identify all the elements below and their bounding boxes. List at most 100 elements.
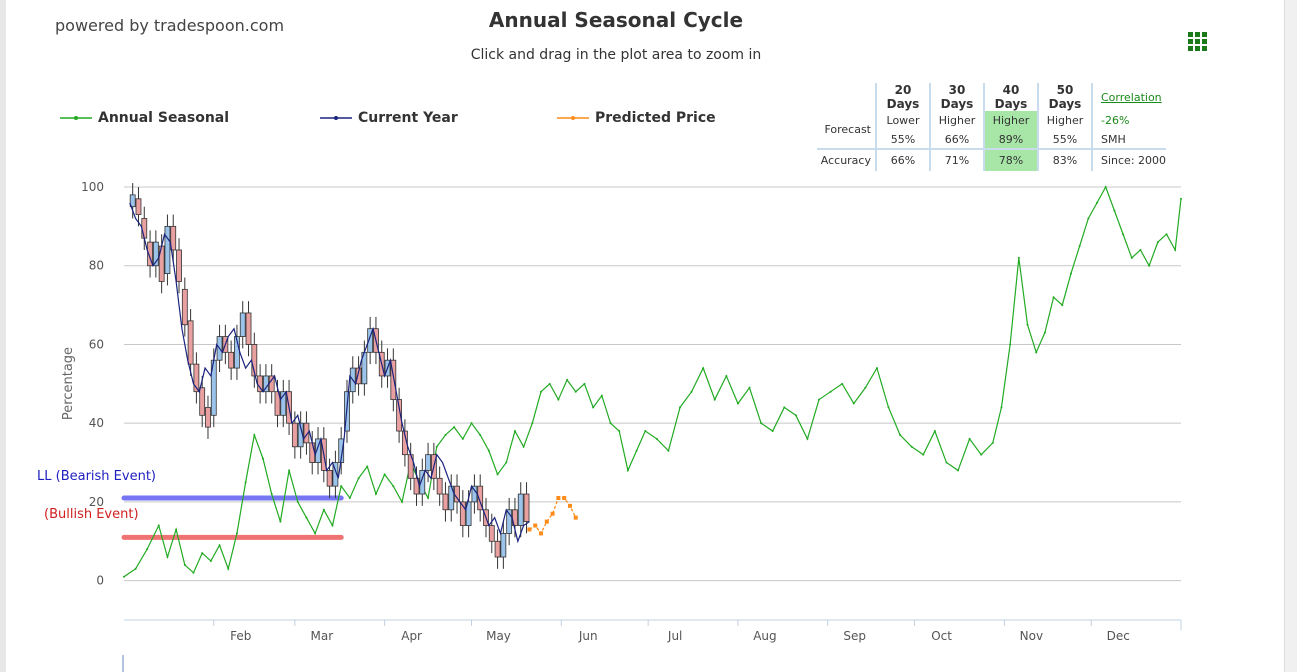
candle-body [129, 194, 136, 208]
legend-predicted-label: Predicted Price [595, 110, 716, 126]
annual-seasonal-point [1122, 233, 1125, 236]
annual-seasonal-point [748, 386, 751, 389]
legend-current-line-icon [320, 116, 352, 120]
candle-body [367, 328, 374, 353]
annual-seasonal-point [522, 445, 525, 448]
predicted-price-point [550, 511, 555, 516]
y-tick-label: 60 [89, 337, 104, 351]
annual-seasonal-point [635, 449, 638, 452]
forecast-header-40: 40 Days [983, 83, 1038, 111]
candle-body [488, 525, 495, 542]
annual-seasonal-point [366, 465, 369, 468]
annual-seasonal-point [968, 437, 971, 440]
candle-body [274, 391, 281, 416]
x-tick-label: Sep [843, 629, 866, 643]
candle-body [147, 241, 153, 267]
annual-seasonal-point [392, 485, 395, 488]
correlation-link[interactable]: Correlation [1101, 90, 1162, 104]
annual-seasonal-point [322, 508, 325, 511]
annual-seasonal-point [1139, 248, 1142, 251]
annual-seasonal-point [279, 520, 282, 523]
menu-grid-icon[interactable] [1188, 32, 1208, 52]
legend-annual-label: Annual Seasonal [98, 110, 230, 126]
correlation-value: -26% [1101, 114, 1130, 127]
annual-seasonal-point [760, 422, 763, 425]
forecast-dir-30: Higher [929, 111, 984, 130]
annual-seasonal-point [540, 390, 543, 393]
candle-body [176, 249, 182, 282]
candle-body [326, 470, 333, 487]
annual-seasonal-point [1148, 264, 1151, 267]
x-tick-label: Feb [230, 629, 251, 643]
annual-seasonal-point [461, 437, 464, 440]
bearish-event-label: LL (Bearish Event) [37, 469, 156, 484]
forecast-dir-20: Lower [875, 111, 930, 130]
annual-seasonal-point [1000, 406, 1003, 409]
candle-body [506, 509, 513, 534]
x-tick-label: Apr [401, 629, 422, 643]
candle-body [228, 351, 235, 369]
forecast-dir-40: Higher [983, 111, 1038, 130]
annual-seasonal-point [783, 406, 786, 409]
y-axis-label: Percentage [61, 347, 76, 420]
legend-annual-seasonal[interactable]: Annual Seasonal [60, 110, 229, 126]
chart-subtitle: Click and drag in the plot area to zoom … [470, 47, 762, 63]
annual-seasonal-point [600, 394, 603, 397]
annual-seasonal-point [505, 461, 508, 464]
candle-body [315, 438, 321, 463]
left-frame-border [0, 0, 6, 672]
annual-seasonal-point [899, 433, 902, 436]
annual-seasonal-point [1180, 197, 1182, 200]
annual-seasonal-point [945, 461, 948, 464]
annual-seasonal-point [667, 449, 670, 452]
symbol-label: SMH [1101, 132, 1126, 146]
annual-seasonal-point [957, 469, 960, 472]
candle-body [396, 399, 403, 432]
annual-seasonal-point [864, 386, 867, 389]
series-annual-seasonal [123, 185, 1182, 578]
annual-seasonal-point [771, 430, 774, 433]
annual-seasonal-point [690, 390, 693, 393]
annual-seasonal-point [209, 559, 212, 562]
annual-seasonal-point [270, 493, 273, 496]
legend-current-label: Current Year [358, 110, 458, 126]
forecast-header-20: 20 Days [875, 83, 930, 111]
annual-seasonal-point [183, 563, 186, 566]
candle-body [465, 501, 472, 526]
annual-seasonal-point [1078, 245, 1081, 248]
accuracy-30: 71% [929, 149, 984, 171]
annual-seasonal-point [444, 433, 447, 436]
annual-seasonal-point [134, 567, 137, 570]
right-scrollbar[interactable] [1284, 0, 1297, 672]
annual-seasonal-point [331, 524, 334, 527]
annual-seasonal-point [910, 445, 913, 448]
legend-current-year[interactable]: Current Year [320, 110, 458, 126]
x-tick-label: Aug [753, 629, 776, 643]
annual-seasonal-point [1087, 217, 1090, 220]
annual-seasonal-point [655, 437, 658, 440]
x-tick-label: Jul [667, 629, 682, 643]
legend-predicted-price[interactable]: Predicted Price [557, 110, 716, 126]
x-tick-label: Nov [1020, 629, 1043, 643]
predicted-price-point [556, 495, 561, 500]
predicted-price-point [544, 519, 549, 524]
annual-seasonal-point [357, 477, 360, 480]
x-tick-label: Oct [931, 629, 952, 643]
candle-body [187, 320, 194, 365]
candle-body [193, 363, 200, 393]
annual-seasonal-point [548, 382, 551, 385]
predicted-price-point [567, 503, 572, 508]
annual-seasonal-point [146, 548, 149, 551]
annual-seasonal-point [157, 524, 160, 527]
annual-seasonal-point [496, 473, 499, 476]
candle-body [459, 501, 466, 526]
powered-by-text: powered by tradespoon.com [55, 16, 285, 35]
annual-seasonal-point [933, 430, 936, 433]
predicted-price-point [539, 531, 544, 536]
annual-seasonal-point [262, 457, 265, 460]
annual-seasonal-point [192, 571, 195, 574]
x-tick-label: Mar [311, 629, 334, 643]
annual-seasonal-point [1096, 201, 1099, 204]
annual-seasonal-point [1009, 343, 1012, 346]
